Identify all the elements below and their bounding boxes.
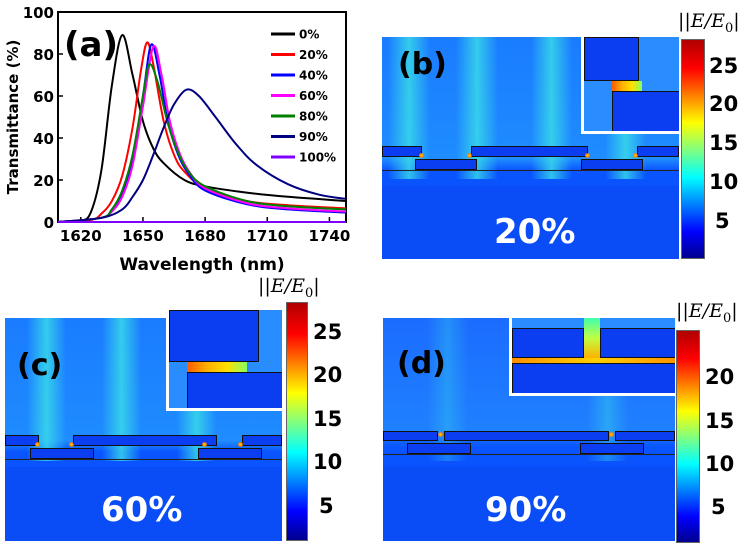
- grating-bar: [444, 431, 609, 441]
- series-line-90pct: [57, 88, 347, 223]
- x-tick-label: 1680: [184, 227, 226, 245]
- zoom-inset-b: [581, 37, 679, 134]
- grating-bar: [637, 146, 679, 157]
- panel-label-b: (b): [398, 47, 447, 82]
- series-line-0pct: [57, 34, 347, 224]
- grating-bar: [382, 146, 422, 157]
- colorbar-title-b: ||E/E0|: [678, 10, 740, 36]
- grating-bar: [415, 159, 477, 170]
- colorbar-tick: 15: [709, 131, 739, 155]
- x-tick-label: 1710: [246, 227, 288, 245]
- colorbar-c: [286, 302, 308, 541]
- grating-bar: [407, 443, 471, 454]
- legend-label: 100%: [299, 151, 336, 165]
- series-line-60pct: [57, 44, 347, 223]
- y-tick-label: 40: [33, 130, 54, 148]
- legend-label: 90%: [299, 130, 328, 144]
- legend-label: 40%: [299, 69, 328, 83]
- x-tick-label: 1620: [60, 227, 102, 245]
- colorbar-d: [676, 330, 700, 543]
- panel-label-a: (a): [64, 25, 118, 65]
- grating-bar: [242, 435, 282, 446]
- y-tick-label: 80: [33, 46, 54, 64]
- colorbar-tick: 20: [705, 365, 735, 389]
- y-axis-label: Transmittance (%): [4, 40, 22, 195]
- colorbar-tick: 10: [705, 452, 735, 476]
- colorbar-title-c: ||E/E0|: [258, 275, 320, 301]
- legend-label: 60%: [299, 89, 328, 103]
- x-axis-label: Wavelength (nm): [119, 255, 284, 275]
- colorbar-tick: 10: [709, 170, 739, 194]
- colorbar-tick: 5: [711, 495, 726, 519]
- x-tick-label: 1650: [122, 227, 164, 245]
- colorbar-tick: 5: [319, 494, 334, 518]
- fill-label-d: 90%: [485, 490, 567, 530]
- colorbar-tick: 15: [313, 407, 343, 431]
- panel-label-d: (d): [397, 346, 446, 381]
- legend-label: 80%: [299, 110, 328, 124]
- legend-label: 0%: [299, 28, 319, 42]
- colorbar-tick: 20: [313, 363, 343, 387]
- zoom-inset-d: [509, 318, 675, 396]
- grating-bar: [471, 146, 588, 157]
- y-tick-label: 100: [23, 4, 54, 22]
- colorbar-tick: 25: [709, 54, 739, 78]
- colorbar-tick: 10: [313, 450, 343, 474]
- panel-label-c: (c): [17, 348, 63, 383]
- legend-label: 20%: [299, 48, 328, 62]
- series-line-80pct: [57, 63, 347, 223]
- colorbar-tick: 5: [715, 209, 730, 233]
- y-tick-label: 20: [33, 172, 54, 190]
- grating-bar: [30, 448, 94, 459]
- colorbar-tick: 15: [705, 409, 735, 433]
- zoom-inset-c: [166, 310, 282, 411]
- grating-bar: [581, 159, 643, 170]
- colorbar-tick: 20: [709, 92, 739, 116]
- grating-bar: [615, 431, 675, 441]
- grating-bar: [5, 435, 39, 446]
- fill-label-b: 20%: [494, 212, 576, 252]
- colorbar-title-d: ||E/E0|: [676, 300, 738, 326]
- colorbar-b: [681, 39, 705, 259]
- x-tick-label: 1740: [309, 227, 351, 245]
- colorbar-tick: 25: [313, 320, 343, 344]
- y-tick-label: 0: [44, 214, 54, 232]
- grating-bar: [383, 431, 438, 441]
- grating-bar: [73, 435, 217, 446]
- grating-bar: [198, 448, 262, 459]
- transmittance-chart: 1620 1650 1680 1710 1740 0 20 40 60 80 100 0% 20% 40%…: [4, 4, 351, 275]
- grating-bar: [580, 443, 644, 454]
- y-tick-label: 60: [33, 88, 54, 106]
- fill-label-c: 60%: [101, 490, 183, 530]
